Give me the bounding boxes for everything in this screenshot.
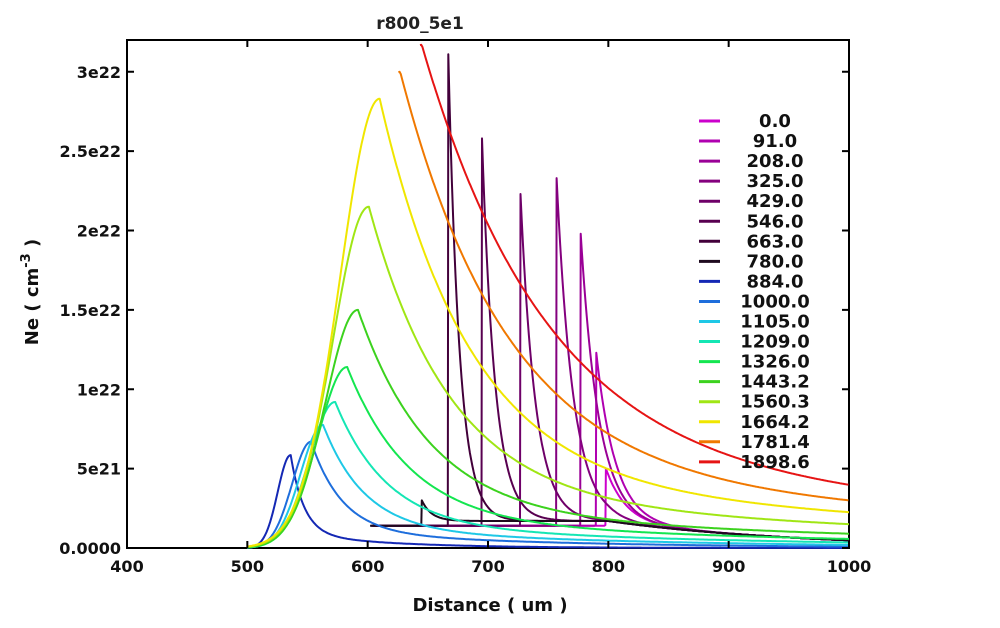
chart-title: r800_5e1 [376, 14, 464, 34]
x-tick-label-4: 800 [592, 557, 625, 576]
series-line-9 [247, 440, 849, 549]
legend-label-1: 91.0 [753, 131, 797, 152]
legend-label-8: 884.0 [747, 271, 804, 292]
legend-label-15: 1664.2 [740, 412, 809, 433]
legend-label-4: 429.0 [747, 191, 804, 212]
y-tick-label-6: 3e22 [77, 63, 121, 82]
y-tick-label-2: 1e22 [77, 380, 121, 399]
legend-label-6: 663.0 [747, 231, 804, 252]
legend-label-17: 1898.6 [740, 452, 809, 473]
legend-label-9: 1000.0 [740, 291, 809, 312]
legend: 0.091.0208.0325.0429.0546.0663.0780.0884… [699, 111, 810, 473]
y-axis-label-exponent: -3 [19, 253, 34, 267]
y-tick-label-3: 1.5e22 [60, 301, 121, 320]
tick-layer: 400 500 600 700 800 900 1000 0.0000 5e21 1e22 1.5e… [59, 40, 871, 576]
legend-label-0: 0.0 [759, 111, 791, 132]
x-tick-label-2: 600 [351, 557, 384, 576]
y-tick-label-1: 5e21 [77, 460, 121, 479]
y-axis-label-text: Ne ( cm [22, 268, 43, 345]
series-layer [247, 43, 850, 549]
series-line-17 [419, 43, 849, 486]
legend-label-5: 546.0 [747, 211, 804, 232]
series-line-13 [247, 308, 849, 549]
y-axis-label-close: ) [22, 239, 43, 254]
legend-label-11: 1209.0 [740, 332, 809, 353]
series-line-10 [247, 424, 850, 549]
series-line-14 [247, 205, 850, 548]
legend-label-16: 1781.4 [740, 432, 809, 453]
legend-label-14: 1560.3 [740, 392, 809, 413]
series-line-12 [247, 366, 849, 549]
y-axis-label: Ne ( cm-3 ) [19, 239, 43, 345]
x-tick-label-5: 900 [712, 557, 745, 576]
legend-label-12: 1326.0 [740, 352, 809, 373]
x-tick-label-0: 400 [110, 557, 143, 576]
series-line-15 [247, 97, 850, 548]
legend-label-2: 208.0 [747, 151, 804, 172]
legend-label-10: 1105.0 [740, 312, 809, 333]
x-tick-label-1: 500 [231, 557, 264, 576]
legend-label-3: 325.0 [747, 171, 804, 192]
series-line-8 [247, 454, 849, 549]
series-line-11 [247, 401, 849, 549]
legend-label-7: 780.0 [747, 251, 804, 272]
y-tick-label-5: 2.5e22 [60, 142, 121, 161]
x-tick-label-6: 1000 [827, 557, 872, 576]
x-axis-label: Distance ( um ) [412, 595, 567, 616]
y-tick-label-0: 0.0000 [59, 539, 121, 558]
legend-label-13: 1443.2 [740, 372, 809, 393]
series-line-16 [398, 70, 849, 502]
x-tick-label-3: 700 [471, 557, 504, 576]
y-tick-label-4: 2e22 [77, 222, 121, 241]
